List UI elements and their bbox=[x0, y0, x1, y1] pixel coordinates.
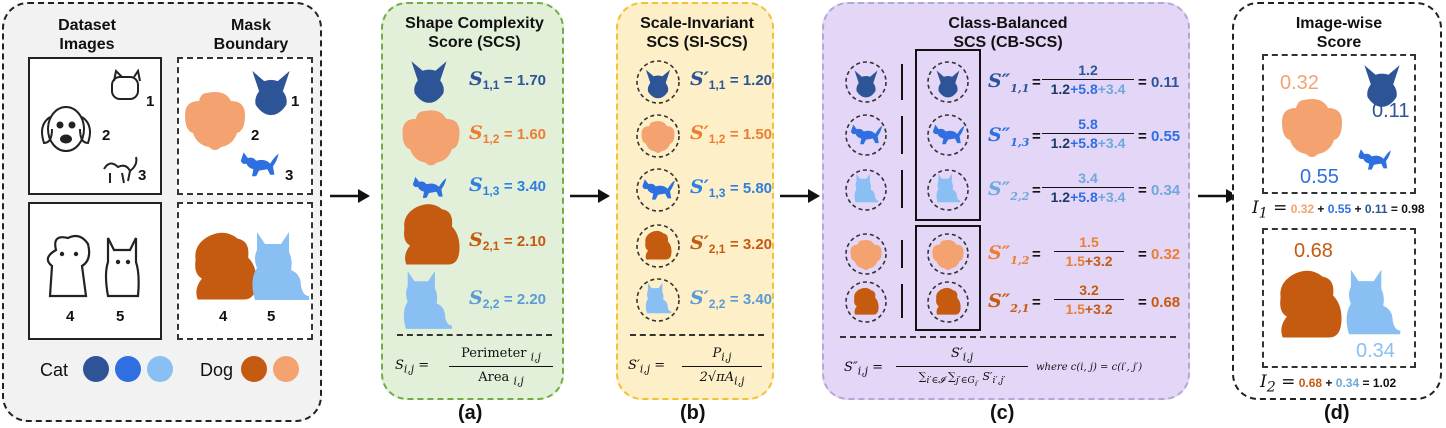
panel-d-title: Image-wise Score bbox=[1295, 15, 1383, 51]
panel-d-image-score: Image-wise Score 0.32 0.11 0.55 I1 = 0.32… bbox=[1232, 2, 1442, 400]
si-cat-2-2 bbox=[645, 282, 672, 314]
arrow-3 bbox=[780, 189, 820, 203]
label-c: (c) bbox=[990, 402, 1015, 424]
mask-image-1: 1 2 3 bbox=[177, 57, 313, 195]
cat-mask-1 bbox=[252, 70, 290, 116]
mask-boundary-title: Mask Boundary bbox=[213, 17, 289, 53]
cb-row-4: S″1,2 = 1.5 1.5+3.2 = 0.32 bbox=[988, 234, 1181, 269]
cb-scs-formula: S″i,j = S′i,j ∑i′∈𝓘 ∑j′∈Gi′ S′i′,j′ wher… bbox=[844, 346, 1143, 389]
score-dog-0-32: 0.32 bbox=[1280, 72, 1319, 94]
legend-dog-swatches bbox=[241, 356, 299, 382]
panel-a-divider bbox=[397, 334, 552, 336]
mask-label-3: 3 bbox=[285, 167, 294, 184]
mask-image-2: 4 5 bbox=[177, 202, 313, 340]
panel-a-scs: Shape Complexity Score (SCS) S1,1 = 1.70 … bbox=[381, 2, 564, 400]
dog-cat-line-drawing-2 bbox=[46, 234, 140, 298]
label-5: 5 bbox=[116, 308, 125, 325]
cb-row-2: S″1,3 = 5.8 1.2+5.8+3.4 = 0.55 bbox=[988, 116, 1181, 151]
dog-mask-4 bbox=[195, 232, 257, 300]
cat-mask-5 bbox=[252, 232, 309, 300]
si-scs-formula: S′i,j = Pi,j 2√πAi,j bbox=[628, 346, 768, 390]
label-1: 1 bbox=[146, 93, 155, 110]
label-4: 4 bbox=[66, 308, 75, 325]
scs-row-4: S2,1 = 2.10 bbox=[469, 229, 547, 254]
si-cat-1-1 bbox=[645, 69, 671, 99]
scs-row-1: S1,1 = 1.70 bbox=[469, 68, 547, 93]
dataset-panel: Dataset Images Mask Boundary 1 2 3 1 2 3 bbox=[2, 2, 322, 422]
dataset-images-title: Dataset Images bbox=[58, 17, 116, 53]
si-dog-2-1 bbox=[645, 230, 672, 260]
si-row-5: S′2,2 = 3.40 bbox=[690, 287, 773, 312]
panel-b-title: Scale-Invariant SCS (SI-SCS) bbox=[640, 15, 754, 51]
mask-label-1: 1 bbox=[291, 93, 300, 110]
cb-scs-masks bbox=[845, 49, 981, 331]
si-dog-1-2 bbox=[641, 121, 675, 154]
si-row-2: S′1,2 = 1.50 bbox=[690, 122, 773, 147]
mask-label-2: 2 bbox=[251, 127, 260, 144]
scs-formula: Si,j = Perimeter i,j Area i,j bbox=[395, 346, 555, 390]
panel-c-title: Class-Balanced SCS (CB-SCS) bbox=[948, 15, 1068, 51]
si-row-3: S′1,3 = 5.80 bbox=[690, 176, 773, 201]
score-cat-0-11: 0.11 bbox=[1372, 100, 1410, 122]
sum-i2: I2 = 0.68 + 0.34 = 1.02 bbox=[1260, 372, 1397, 396]
mask-label-4: 4 bbox=[219, 308, 228, 325]
arrow-1 bbox=[330, 189, 370, 203]
arrow-2 bbox=[570, 189, 610, 203]
scs-dog-2-1 bbox=[404, 204, 460, 265]
scs-row-3: S1,3 = 3.40 bbox=[469, 174, 547, 199]
cb-row-1: S″1,1 = 1.2 1.2+5.8+3.4 = 0.11 bbox=[988, 62, 1180, 97]
dog-cat-line-drawing bbox=[41, 68, 141, 184]
scs-cat-1-1 bbox=[411, 61, 447, 103]
cb-row-5: S″2,1 = 3.2 1.5+3.2 = 0.68 bbox=[988, 282, 1181, 317]
dataset-image-2: 4 5 bbox=[28, 202, 162, 340]
scs-cat-2-2 bbox=[403, 271, 452, 329]
label-a: (a) bbox=[458, 402, 483, 424]
scs-row-5: S2,2 = 2.20 bbox=[469, 287, 547, 312]
label-3: 3 bbox=[138, 167, 147, 184]
cat-mask-3 bbox=[240, 152, 279, 177]
legend-cat-label: Cat bbox=[40, 360, 69, 380]
score-dog-0-68: 0.68 bbox=[1294, 240, 1333, 262]
legend-dog-label: Dog bbox=[200, 360, 234, 380]
score-cat-0-34: 0.34 bbox=[1356, 340, 1395, 362]
panel-c-divider bbox=[840, 336, 1176, 338]
label-2: 2 bbox=[102, 127, 111, 144]
panel-c-cb-scs: Class-Balanced SCS (CB-SCS) S″1,1 = 1.2 1.… bbox=[822, 2, 1190, 400]
panel-b-divider bbox=[630, 334, 764, 336]
scs-row-2: S1,2 = 1.60 bbox=[469, 122, 547, 147]
si-cat-1-3 bbox=[642, 179, 675, 200]
label-d: (d) bbox=[1324, 402, 1350, 424]
sum-i1: I1 = 0.32 + 0.55 + 0.11 = 0.98 bbox=[1252, 198, 1425, 222]
mask-label-5: 5 bbox=[267, 308, 276, 325]
panel-a-title: Shape Complexity Score (SCS) bbox=[405, 15, 544, 51]
score-image-1: 0.32 0.11 0.55 bbox=[1262, 54, 1416, 194]
cb-row-3: S″2,2 = 3.4 1.2+5.8+3.4 = 0.34 bbox=[988, 170, 1181, 205]
si-row-4: S′2,1 = 3.20 bbox=[690, 232, 773, 257]
panel-b-si-scs: Scale-Invariant SCS (SI-SCS) S′1,1 = 1.20… bbox=[616, 2, 774, 400]
scs-dog-1-2 bbox=[402, 110, 460, 166]
score-cat-0-55: 0.55 bbox=[1300, 166, 1339, 188]
legend-cat-swatches bbox=[83, 356, 173, 382]
label-b: (b) bbox=[680, 402, 706, 424]
scs-cat-1-3 bbox=[412, 176, 447, 198]
dataset-image-1: 1 2 3 bbox=[28, 57, 162, 195]
score-image-2: 0.68 0.34 bbox=[1262, 228, 1416, 368]
dog-mask-2 bbox=[185, 92, 245, 150]
si-row-1: S′1,1 = 1.20 bbox=[690, 68, 773, 93]
